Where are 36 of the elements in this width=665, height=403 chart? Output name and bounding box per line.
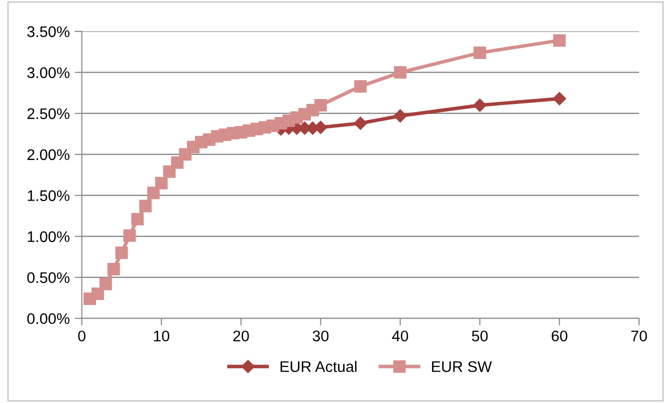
point	[155, 176, 168, 190]
point	[99, 278, 112, 290]
y-tick-label: 1.00%	[28, 231, 70, 242]
point	[123, 229, 136, 242]
y-tick-label: 0.00%	[27, 313, 70, 324]
point	[314, 98, 327, 112]
point	[393, 109, 408, 123]
point	[107, 262, 120, 276]
x-tick-label: 40	[392, 330, 408, 342]
point	[553, 34, 566, 47]
y-tick-label: 1.50%	[28, 190, 70, 202]
point	[472, 98, 487, 112]
y-tick-label: 0.50%	[27, 272, 70, 284]
point	[354, 116, 368, 130]
x-tick-label: 20	[233, 330, 249, 342]
point	[91, 288, 104, 300]
y-tick-label: 3.50%	[27, 26, 70, 38]
point	[354, 80, 367, 93]
point	[115, 246, 128, 260]
x-tick-label: 50	[472, 330, 488, 342]
y-tick-label: 3.00%	[27, 67, 70, 78]
y-tick-label: 2.00%	[27, 149, 70, 160]
point	[394, 66, 406, 79]
point	[552, 92, 566, 106]
x-tick-label: 70	[631, 330, 647, 342]
point	[474, 46, 486, 59]
x-tick-label: 10	[154, 330, 170, 342]
y-tick-label: 2.50%	[27, 108, 70, 120]
legend-label: EUR SW	[432, 361, 492, 372]
x-tick-label: 60	[552, 330, 568, 342]
x-tick-label: 30	[312, 330, 329, 342]
legend-label: EUR Actual	[280, 360, 356, 372]
x-tick-label: 0	[78, 330, 86, 342]
point	[131, 212, 144, 226]
point	[139, 200, 152, 212]
point	[147, 186, 160, 200]
